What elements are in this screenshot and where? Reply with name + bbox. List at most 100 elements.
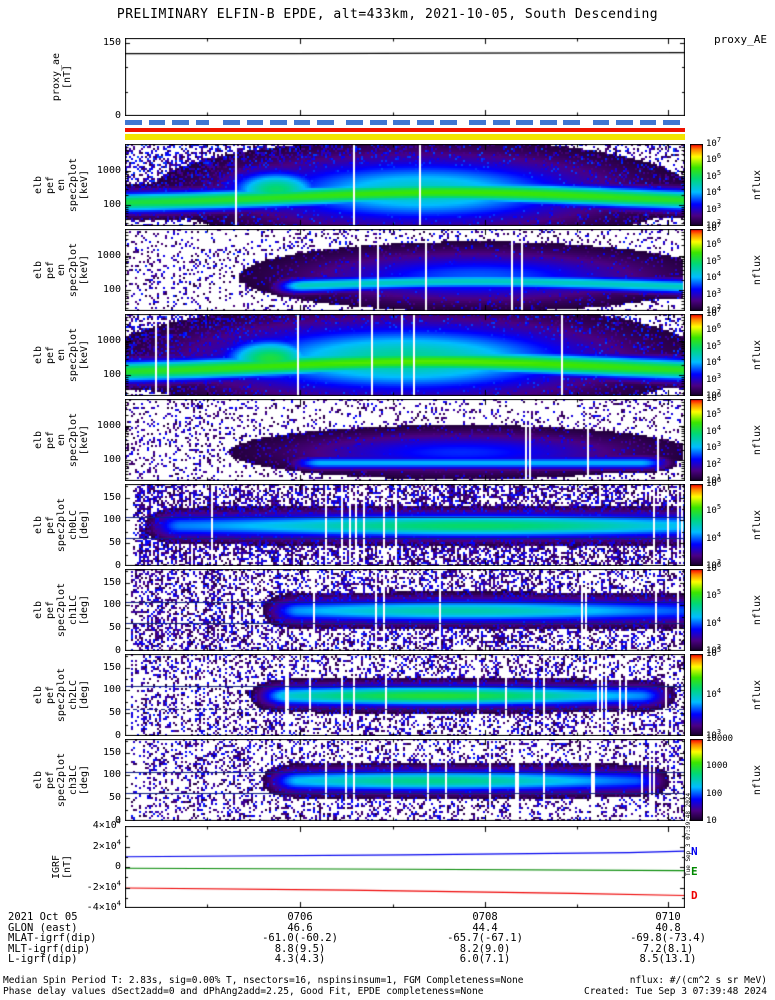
ylabel-line: en	[56, 348, 68, 362]
colorbar-en_spec_a	[690, 144, 703, 226]
science-zone-bar	[125, 120, 685, 125]
colorbar-tick: 105	[706, 168, 722, 182]
science-zone-segment	[393, 120, 411, 125]
science-zone-segment	[172, 120, 189, 125]
science-zone-segment	[246, 120, 264, 125]
colorbar-lc_ch3	[690, 739, 703, 821]
footer-spin-info: Median Spin Period T: 2.83s, sig=0.00% T…	[3, 975, 524, 986]
colorbar-tick: 106	[706, 322, 722, 336]
ylabel-line: spec2plot	[67, 242, 79, 298]
colorbar-tick: 103	[706, 728, 722, 742]
colorbar-tick: 106	[706, 476, 722, 490]
ytick-label: -2×104	[86, 879, 121, 893]
ytick-label: 4×104	[92, 817, 121, 831]
panel-ylabel-proxy_ae: proxy_ae [nT]	[28, 38, 96, 116]
exponent: 3	[716, 371, 722, 380]
panel-plot-en_spec_b	[125, 229, 685, 311]
science-zone-segment	[195, 120, 209, 125]
panel-plot-en_spec_a	[125, 144, 685, 226]
exponent: 3	[716, 201, 722, 210]
yellow-status-bar	[125, 134, 685, 140]
ylabel-line: pef	[44, 345, 56, 365]
exponent: 5	[716, 588, 722, 597]
colorbar-lc_ch0	[690, 484, 703, 566]
colorbar-title: nflux	[752, 424, 763, 456]
bottom-row-label: L-igrf(dip)	[8, 953, 78, 965]
bottom-row-label: MLT-igrf(dip)	[8, 942, 91, 955]
panel-ylabel-en_spec_b: elb pef en spec2plot [keV]	[28, 229, 96, 311]
panel-ylabel-en_spec_d: elb pef en spec2plot [keV]	[28, 399, 96, 481]
colorbar-tick: 107	[706, 136, 722, 150]
ylabel-line: elb	[33, 770, 45, 790]
colorbar-tick: 106	[706, 237, 722, 251]
ylabel-line: spec2plot	[67, 327, 79, 383]
bottom-row-value: 8.2(9.0)	[459, 942, 511, 955]
ylabel-line: elb	[33, 515, 45, 535]
series-label-D: D	[691, 889, 698, 903]
exponent: 1	[716, 473, 722, 481]
exponent: 2	[716, 388, 722, 396]
exponent: 5	[716, 168, 722, 177]
colorbar-title: nflux	[752, 169, 763, 201]
ytick-label: 1000	[96, 419, 121, 431]
ylabel-line: elb	[33, 685, 45, 705]
ylabel-line: [keV]	[79, 254, 91, 286]
ytick-label: 0	[114, 861, 121, 872]
bottom-row-value: -61.0(-60.2)	[262, 932, 338, 944]
ytick-label: 100	[102, 514, 121, 526]
exponent: 3	[716, 728, 722, 736]
ylabel-line: [nT]	[62, 64, 73, 90]
ylabel-line: IGRF	[50, 854, 62, 880]
exponent: 4	[116, 838, 121, 847]
colorbar-tick: 106	[706, 561, 722, 575]
exponent: 3	[716, 286, 722, 295]
ytick-label: 100	[102, 454, 121, 466]
colorbar-tick: 104	[706, 687, 722, 701]
science-zone-segment	[639, 120, 657, 125]
science-zone-segment	[516, 120, 534, 125]
colorbar-en_spec_d	[690, 399, 703, 481]
series-label-E: E	[691, 864, 698, 878]
science-zone-segment	[616, 120, 633, 125]
ytick-label: 2×104	[92, 838, 121, 852]
colorbar-title: nflux	[752, 764, 763, 796]
colorbar-title: nflux	[752, 509, 763, 541]
science-zone-segment	[223, 120, 240, 125]
colorbar-lc_ch2	[690, 654, 703, 736]
colorbar-tick: 100	[706, 788, 723, 799]
ylabel-line: spec2plot	[56, 667, 68, 723]
ytick-label: -4×104	[86, 899, 121, 913]
ytick-label: 1000	[96, 334, 121, 346]
red-status-bar	[125, 128, 685, 132]
ytick-label: 50	[108, 792, 121, 804]
exponent: 4	[116, 879, 121, 888]
colorbar-tick: 102	[706, 456, 722, 470]
exponent: 7	[716, 136, 722, 144]
ylabel-line: [keV]	[79, 424, 91, 456]
colorbar-tick: 105	[706, 253, 722, 267]
exponent: 7	[716, 221, 722, 229]
colorbar-tick: 1000	[706, 761, 728, 772]
bottom-row-value: 46.6	[287, 921, 313, 934]
ytick-label: 150	[102, 661, 121, 673]
ylabel-line: [nT]	[62, 854, 73, 880]
colorbar-tick: 103	[706, 201, 722, 215]
ytick-label: 100	[102, 284, 121, 296]
exponent: 4	[716, 185, 722, 194]
exponent: 6	[716, 561, 722, 569]
colorbar-tick: 102	[706, 388, 722, 402]
science-zone-segment	[293, 120, 311, 125]
panel-ylabel-en_spec_c: elb pef en spec2plot [keV]	[28, 314, 96, 396]
exponent: 4	[716, 355, 722, 364]
colorbar-tick: 107	[706, 306, 722, 320]
series-label-N: N	[691, 845, 698, 859]
colorbar-tick: 105	[706, 588, 722, 602]
science-zone-segment	[563, 120, 581, 125]
ylabel-line: proxy_ae	[50, 52, 62, 102]
ylabel-line: pef	[44, 515, 56, 535]
exponent: 3	[716, 440, 722, 449]
ylabel-line: elb	[33, 430, 45, 450]
colorbar-tick: 104	[706, 423, 722, 437]
exponent: 5	[716, 338, 722, 347]
